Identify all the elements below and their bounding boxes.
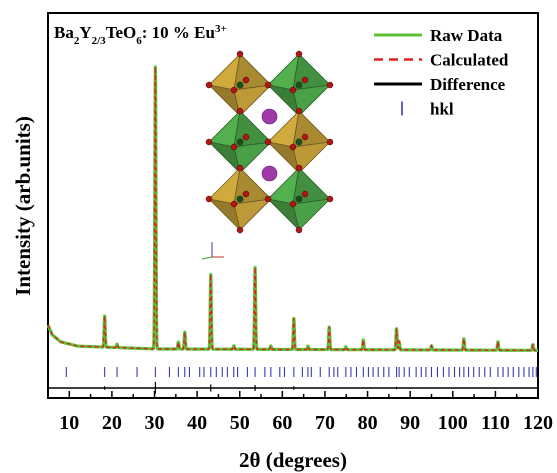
- anion-atom: [301, 76, 309, 84]
- anion-atom: [264, 81, 272, 89]
- anion-atom: [326, 138, 334, 146]
- anion-atom: [205, 195, 213, 203]
- hkl-ticks: [65, 367, 537, 377]
- x-tick-label: 90: [400, 412, 420, 434]
- compound-part: TeO: [106, 23, 137, 42]
- anion-atom: [295, 226, 303, 234]
- x-axis-ticks: 10 20 30 40 50 60 70 80 90 100 110 120: [59, 391, 553, 434]
- y-axis-label: Intensity (arb.units): [11, 116, 35, 296]
- x-tick-label: 80: [358, 412, 378, 434]
- legend-label: hkl: [430, 100, 454, 119]
- difference-spikes: [104, 382, 398, 394]
- compound-part: Ba: [54, 23, 74, 42]
- octahedron: [207, 109, 273, 175]
- x-tick-label: 30: [145, 412, 165, 434]
- anion-atom: [205, 138, 213, 146]
- anion-atom: [295, 50, 303, 58]
- compound-part: 3+: [215, 23, 227, 35]
- anion-atom: [289, 86, 297, 94]
- x-tick-label: 100: [438, 412, 468, 434]
- crystal-structure-inset: [201, 50, 334, 260]
- axes-orientation-icon: [201, 242, 224, 260]
- plot-frame: [47, 12, 539, 399]
- anion-atom: [326, 81, 334, 89]
- x-tick-label: 40: [187, 412, 207, 434]
- x-tick-label: 110: [481, 412, 510, 434]
- anion-atom: [236, 107, 244, 115]
- octahedron: [266, 109, 332, 175]
- compound-part: : 10 % Eu: [142, 23, 215, 42]
- octahedron: [207, 166, 273, 232]
- x-tick-label: 10: [59, 412, 79, 434]
- octahedron: [266, 166, 332, 232]
- compound-label: Ba2Y2/3TeO6: 10 % Eu3+: [54, 23, 227, 47]
- cation-atom: [261, 165, 278, 182]
- anion-atom: [295, 164, 303, 172]
- legend-label: Raw Data: [430, 26, 503, 45]
- x-tick-label: 70: [315, 412, 335, 434]
- anion-atom: [236, 50, 244, 58]
- legend: Raw Data Calculated Difference hkl: [374, 26, 509, 119]
- anion-atom: [230, 200, 238, 208]
- compound-part: 2: [74, 35, 80, 47]
- anion-atom: [230, 143, 238, 151]
- anion-atom: [289, 200, 297, 208]
- anion-atom: [242, 76, 250, 84]
- anion-atom: [205, 81, 213, 89]
- anion-atom: [289, 143, 297, 151]
- x-tick-label: 50: [230, 412, 250, 434]
- legend-label: Calculated: [430, 51, 509, 70]
- anion-atom: [242, 133, 250, 141]
- compound-part: 2/3: [92, 35, 107, 47]
- compound-part: Y: [79, 23, 91, 42]
- compound-part: 6: [136, 35, 142, 47]
- anion-atom: [264, 195, 272, 203]
- anion-atom: [326, 195, 334, 203]
- anion-atom: [236, 164, 244, 172]
- anion-atom: [295, 107, 303, 115]
- octahedron: [266, 52, 332, 118]
- x-axis-label: 2θ (degrees): [239, 448, 347, 472]
- octahedron: [207, 52, 273, 118]
- anion-atom: [236, 226, 244, 234]
- x-tick-label: 120: [523, 412, 553, 434]
- legend-label: Difference: [430, 75, 506, 94]
- anion-atom: [301, 190, 309, 198]
- anion-atom: [230, 86, 238, 94]
- anion-atom: [301, 133, 309, 141]
- x-tick-label: 20: [102, 412, 122, 434]
- anion-atom: [242, 190, 250, 198]
- anion-atom: [264, 138, 272, 146]
- cation-atom: [261, 108, 278, 125]
- calculated-line: [47, 66, 538, 352]
- x-tick-label: 60: [272, 412, 292, 434]
